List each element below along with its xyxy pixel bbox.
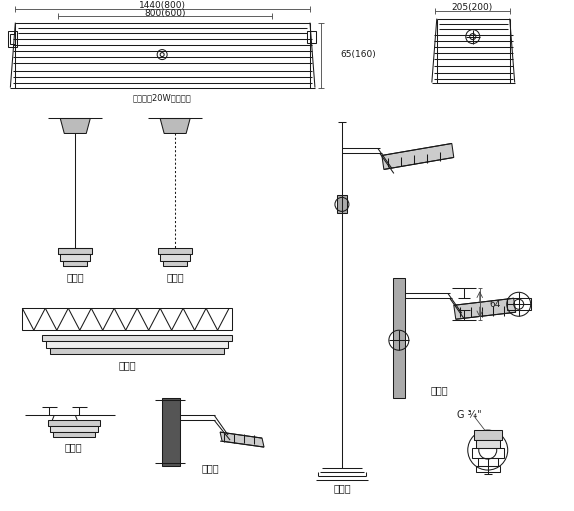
Text: 悬臂式: 悬臂式 (431, 385, 449, 395)
Text: 桥架式: 桥架式 (118, 360, 136, 370)
Text: 吸杆式: 吸杆式 (67, 272, 84, 282)
Bar (474, 430, 502, 440)
Bar (10, 34, 15, 43)
Polygon shape (382, 144, 454, 170)
Bar (476, 440, 500, 448)
Text: 吸顶式: 吸顶式 (64, 442, 82, 452)
Polygon shape (48, 420, 100, 426)
Polygon shape (46, 341, 228, 348)
Polygon shape (160, 119, 190, 133)
Text: 立柱式: 立柱式 (333, 483, 351, 493)
Bar (337, 195, 347, 214)
Polygon shape (53, 432, 95, 437)
Text: G ¾": G ¾" (457, 410, 482, 420)
Text: 墙壁式: 墙壁式 (201, 463, 219, 473)
Text: 800(600): 800(600) (145, 9, 186, 18)
Bar (162, 398, 180, 466)
Bar (307, 31, 316, 42)
Bar (478, 458, 498, 466)
Polygon shape (51, 426, 98, 432)
Polygon shape (220, 432, 264, 447)
Polygon shape (60, 254, 90, 261)
Text: 括号内为20W外形尺尸: 括号内为20W外形尺尸 (133, 93, 192, 102)
Bar (22, 308, 232, 330)
Bar (507, 298, 531, 310)
Polygon shape (160, 254, 190, 261)
Polygon shape (60, 119, 90, 133)
Polygon shape (163, 261, 187, 266)
Text: 吸链式: 吸链式 (166, 272, 184, 282)
Bar (476, 466, 500, 472)
Polygon shape (454, 298, 515, 319)
Text: 64: 64 (490, 300, 501, 309)
Polygon shape (51, 348, 224, 354)
Polygon shape (158, 248, 192, 254)
Polygon shape (42, 335, 232, 341)
Bar (472, 448, 504, 458)
Bar (9, 31, 17, 47)
Text: 205(200): 205(200) (451, 3, 492, 12)
Bar (393, 278, 405, 398)
Text: 1440(800): 1440(800) (139, 1, 185, 10)
Polygon shape (63, 261, 87, 266)
Text: 65(160): 65(160) (340, 50, 375, 59)
Polygon shape (59, 248, 92, 254)
